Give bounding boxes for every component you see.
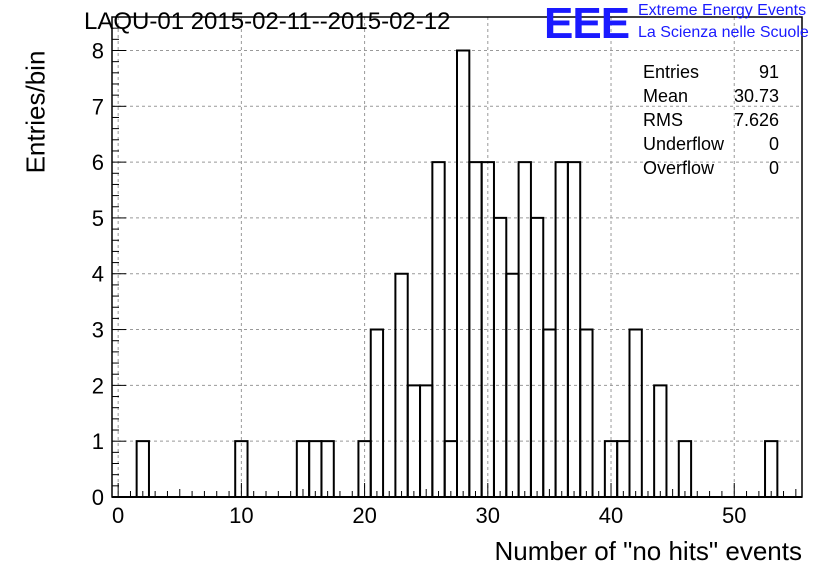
plot-frame xyxy=(111,16,803,498)
x-tick-label: 0 xyxy=(112,503,124,528)
histogram-bin xyxy=(369,328,385,497)
y-tick-label: 0 xyxy=(92,485,104,510)
histogram-bin xyxy=(320,440,335,497)
histogram-bin xyxy=(431,161,446,497)
stats-box: Entries 91 Mean 30.73 RMS 7.626 Underflo… xyxy=(643,60,779,180)
histogram-bin xyxy=(677,440,693,497)
x-tick-label: 20 xyxy=(352,503,376,528)
x-tick-label: 40 xyxy=(599,503,623,528)
histogram-bin xyxy=(653,384,668,497)
stats-value: 0 xyxy=(768,158,779,178)
histogram-bin xyxy=(764,440,779,497)
y-tick-label: 3 xyxy=(92,318,104,343)
y-tick-label: 4 xyxy=(92,262,104,287)
stats-value: 30.73 xyxy=(733,86,779,106)
y-tick-label: 6 xyxy=(92,150,104,175)
logo-tagline-1: Extreme Energy Events xyxy=(638,2,807,19)
stats-row-entries: Entries 91 xyxy=(643,60,779,84)
y-tick-label: 8 xyxy=(92,38,104,63)
stats-row-overflow: Overflow 0 xyxy=(643,156,779,180)
y-tick-label: 5 xyxy=(92,206,104,231)
stats-label: Underflow xyxy=(643,134,725,154)
stats-value: 7.626 xyxy=(733,110,779,130)
histogram-bin xyxy=(295,440,311,497)
logo-tagline-2: La Scienza nelle Scuole xyxy=(638,24,809,41)
stats-label: Entries xyxy=(643,62,700,82)
histogram-bin xyxy=(234,440,249,497)
stats-label: Mean xyxy=(643,86,689,106)
x-axis-label: Number of "no hits" events xyxy=(494,536,803,566)
y-tick-label: 2 xyxy=(92,373,104,398)
histogram-bin xyxy=(542,328,557,497)
stats-value: 0 xyxy=(768,134,779,154)
histogram-bin xyxy=(135,440,150,497)
histogram-bin xyxy=(628,328,643,497)
chart-title: LAQU-01 2015-02-11--2015-02-12 xyxy=(84,8,451,35)
y-tick-label: 7 xyxy=(92,94,104,119)
histogram-bin xyxy=(443,440,458,497)
stats-row-rms: RMS 7.626 xyxy=(643,108,779,132)
x-tick-label: 10 xyxy=(229,503,253,528)
x-tick-label: 30 xyxy=(476,503,500,528)
y-axis-label: Entries/bin xyxy=(20,50,51,174)
histogram-bin xyxy=(308,440,323,497)
histogram-bin xyxy=(616,440,631,497)
histogram-bin xyxy=(492,216,508,497)
stats-row-underflow: Underflow 0 xyxy=(643,132,779,156)
stats-row-mean: Mean 30.73 xyxy=(643,84,779,108)
histogram-bin xyxy=(529,216,545,497)
stats-value: 91 xyxy=(758,62,779,82)
stats-label: Overflow xyxy=(643,158,715,178)
y-tick-label: 1 xyxy=(92,429,104,454)
eee-logo: EEE xyxy=(544,0,630,48)
x-tick-label: 50 xyxy=(722,503,746,528)
histogram-bin xyxy=(579,328,594,497)
stats-label: RMS xyxy=(643,110,683,130)
